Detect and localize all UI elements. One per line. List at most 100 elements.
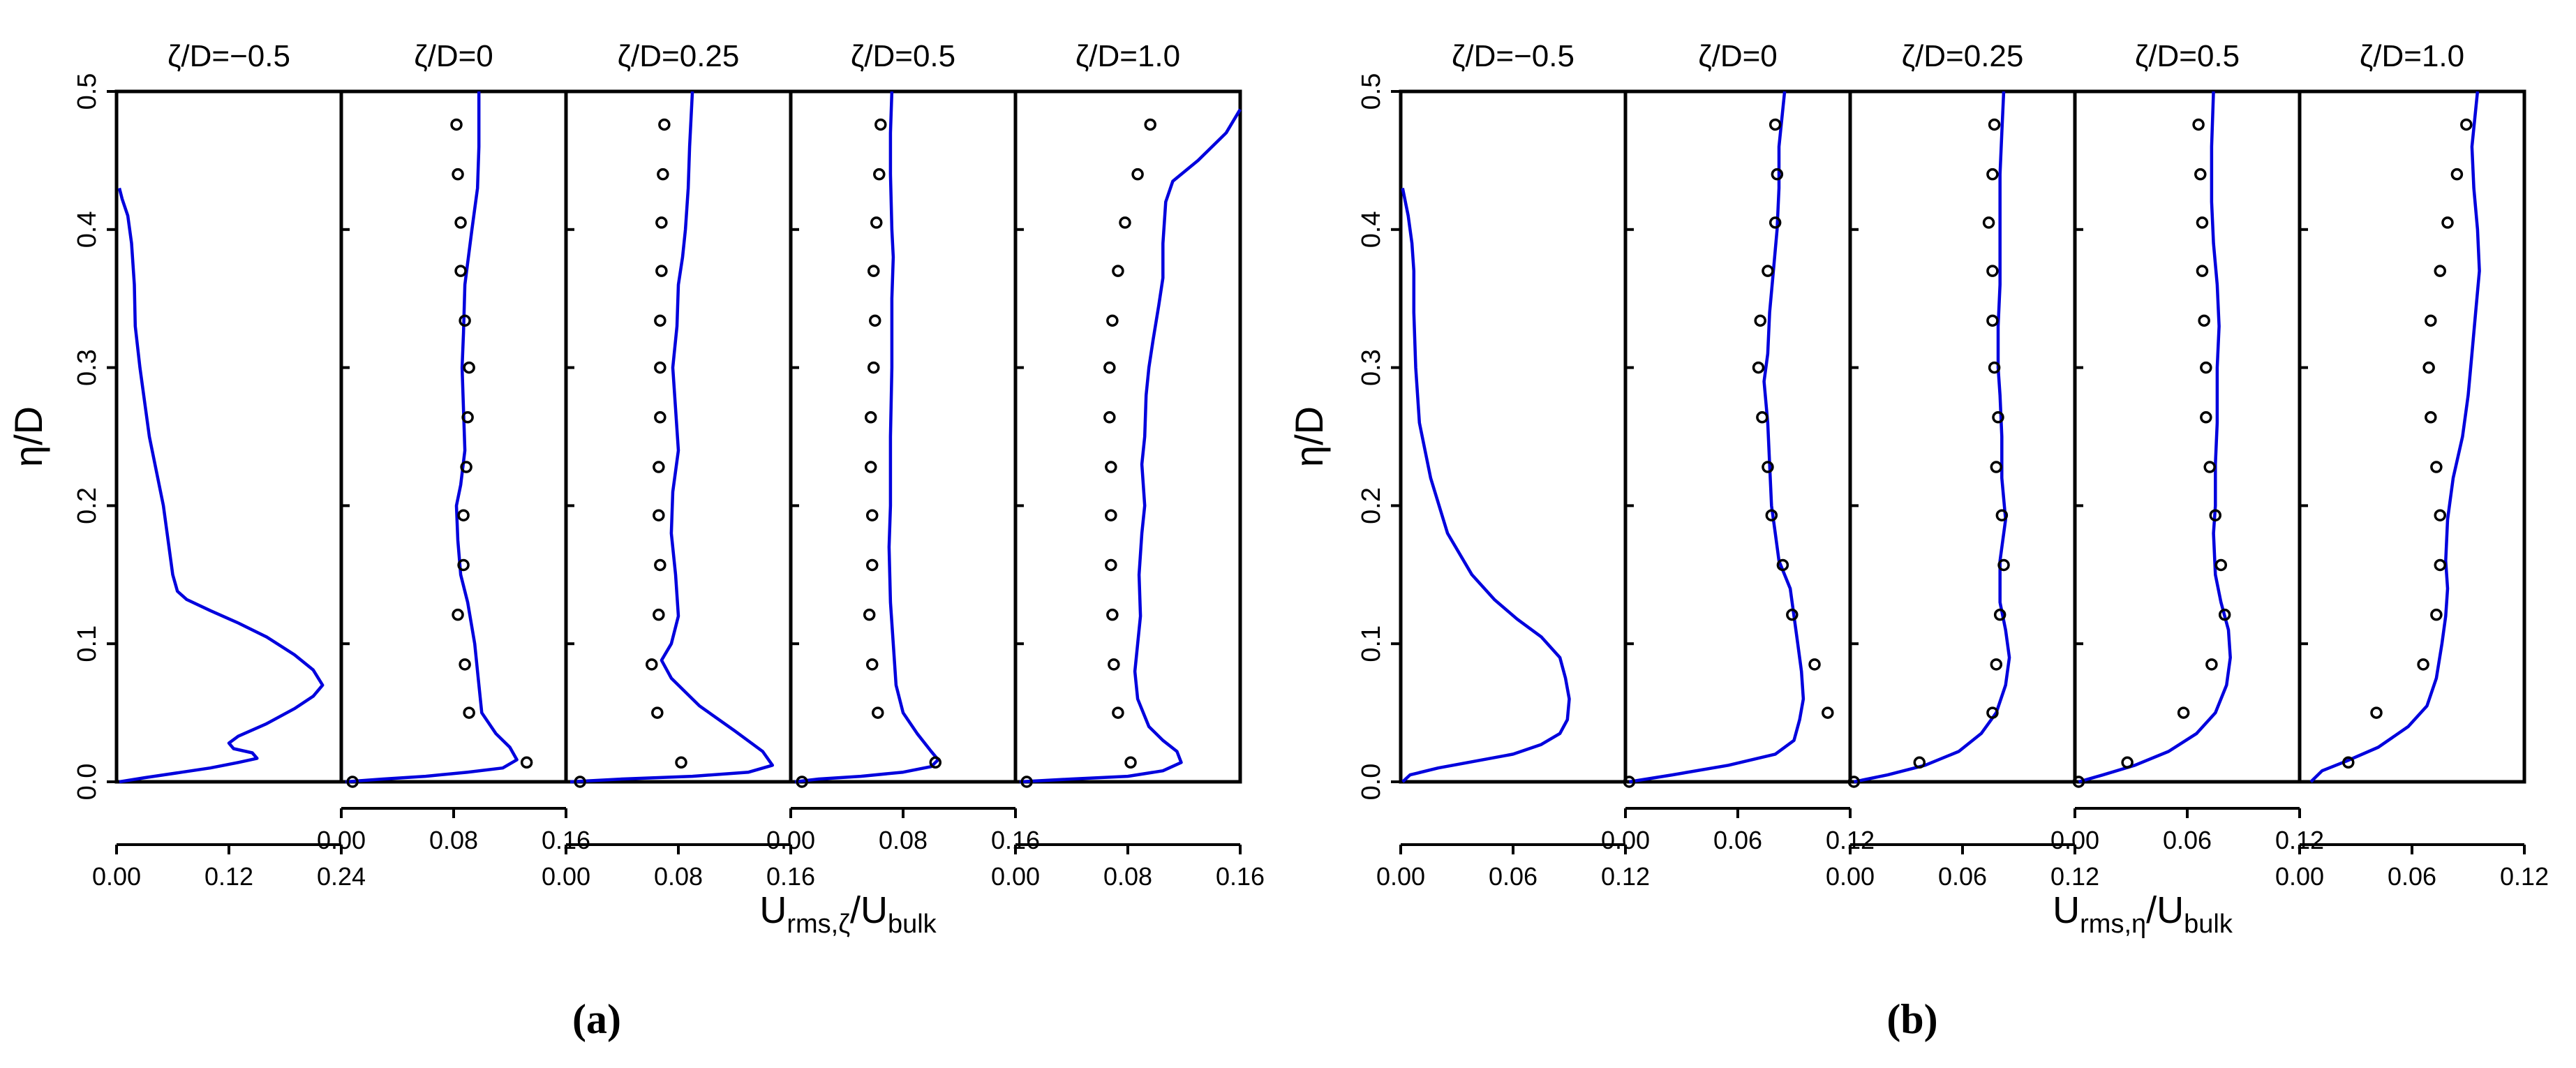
experimental-point xyxy=(463,706,475,719)
panel-title: ζ/D=−0.5 xyxy=(1452,39,1574,73)
les-profile-line xyxy=(2309,91,2481,783)
experimental-point xyxy=(2205,658,2218,671)
experimental-point xyxy=(2430,608,2443,621)
x-tick-label: 0.00 xyxy=(1826,862,1875,891)
subfigure-label: (a) xyxy=(572,996,621,1042)
panel-0: ζ/D=−0.5 0.00 0.12 0.24 xyxy=(92,39,366,891)
y-axis-label: η/D xyxy=(1287,406,1331,467)
experimental-point xyxy=(1754,314,1766,327)
y-axis-label: η/D xyxy=(6,406,50,467)
experimental-point xyxy=(1986,314,1999,327)
x-label-main: U xyxy=(759,889,787,931)
experimental-point xyxy=(1119,216,1131,229)
x-tick-label: 0.00 xyxy=(2275,862,2324,891)
experimental-point xyxy=(2214,558,2228,572)
experimental-point xyxy=(2198,314,2210,327)
experimental-point xyxy=(1808,658,1821,671)
experimental-point xyxy=(1131,168,1144,181)
experimental-point xyxy=(1105,509,1117,521)
experimental-point xyxy=(2203,461,2216,473)
experimental-point xyxy=(520,756,533,769)
panel-0: ζ/D=−0.5 0.00 0.06 0.12 xyxy=(1376,39,1650,891)
x-tick-label: 0.00 xyxy=(2050,826,2099,854)
experimental-point xyxy=(2417,658,2429,671)
x-label-sub: rms,ζ xyxy=(787,910,850,939)
experimental-point xyxy=(454,216,467,229)
panel-title: ζ/D=1.0 xyxy=(2360,39,2464,73)
panel-1: ζ/D=00.00 0.08 0.16 xyxy=(317,39,590,854)
les-profile-line xyxy=(1019,108,1242,784)
experimental-point xyxy=(869,314,881,327)
panel-3: ζ/D=0.50.00 0.06 0.12 xyxy=(2050,39,2324,854)
experimental-point xyxy=(1762,461,1774,473)
experimental-point xyxy=(2200,361,2212,374)
y-tick-label: 0.3 xyxy=(1357,349,1386,386)
experimental-point xyxy=(1106,314,1119,327)
les-profile-line xyxy=(1853,91,2011,784)
y-tick-label: 0.4 xyxy=(73,211,102,248)
x-tick-label: 0.24 xyxy=(317,862,366,891)
experimental-point xyxy=(1776,558,1789,572)
x-tick-label: 0.06 xyxy=(2388,862,2436,891)
x-label-tail-sub: bulk xyxy=(888,910,937,939)
y-tick-label: 0.1 xyxy=(73,625,102,662)
panel-2: ζ/D=0.25 0.00 0.08 0.16 xyxy=(542,39,815,891)
experimental-point xyxy=(651,706,664,719)
experimental-point xyxy=(1986,168,1999,181)
experimental-point xyxy=(1990,461,2003,473)
experimental-point xyxy=(1765,509,1778,521)
experimental-point xyxy=(1112,706,1124,719)
experimental-point xyxy=(654,558,667,572)
x-tick-label: 0.08 xyxy=(429,826,478,854)
experimental-point xyxy=(675,756,687,769)
experimental-point xyxy=(459,314,471,327)
experimental-point xyxy=(796,776,808,788)
y-tick-label: 0.0 xyxy=(1357,764,1386,801)
experimental-point xyxy=(457,509,470,521)
experimental-point xyxy=(653,608,665,621)
experimental-point xyxy=(873,168,886,181)
experimental-point xyxy=(461,411,474,424)
x-tick-label: 0.12 xyxy=(204,862,253,891)
experimental-point xyxy=(1995,509,2009,521)
y-tick-label: 0.1 xyxy=(1357,625,1386,662)
experimental-point xyxy=(872,706,884,719)
y-tick-label: 0.2 xyxy=(73,487,102,524)
x-tick-label: 0.00 xyxy=(92,862,141,891)
panel-4: ζ/D=1.0 0.00 0.08 0.16 xyxy=(991,39,1265,891)
experimental-point xyxy=(1103,411,1116,424)
panel-title: ζ/D=0.25 xyxy=(1902,39,2024,73)
experimental-point xyxy=(454,265,467,277)
experimental-point xyxy=(459,658,471,671)
experimental-point xyxy=(2121,756,2134,769)
experimental-point xyxy=(2434,509,2446,521)
x-label-tail: /U xyxy=(850,889,888,931)
x-tick-label: 0.16 xyxy=(1216,862,1265,891)
experimental-point xyxy=(655,265,668,277)
x-tick-label: 0.00 xyxy=(542,862,590,891)
experimental-point xyxy=(2430,461,2443,473)
experimental-point xyxy=(1020,776,1033,788)
panel-title: ζ/D=1.0 xyxy=(1075,39,1180,73)
experimental-point xyxy=(874,118,887,131)
experimental-point xyxy=(1993,608,2007,621)
y-tick-label: 0.5 xyxy=(1357,73,1386,110)
panel-2: ζ/D=0.25 0.00 0.06 0.12 xyxy=(1826,39,2099,891)
experimental-point xyxy=(1769,118,1782,131)
x-label-tail: /U xyxy=(2146,889,2184,931)
x-tick-label: 0.06 xyxy=(2163,826,2212,854)
experimental-point xyxy=(1623,776,1636,788)
x-tick-label: 0.12 xyxy=(2050,862,2099,891)
experimental-point xyxy=(2072,776,2085,788)
panel-title: ζ/D=−0.5 xyxy=(167,39,290,73)
panel-1: ζ/D=00.00 0.06 0.12 xyxy=(1601,39,1875,854)
experimental-point xyxy=(1762,265,1774,277)
experimental-point xyxy=(867,265,880,277)
experimental-point xyxy=(864,411,877,424)
experimental-point xyxy=(452,168,464,181)
experimental-point xyxy=(1847,776,1861,788)
experimental-point xyxy=(2200,411,2212,424)
panel-title: ζ/D=0.5 xyxy=(851,39,955,73)
experimental-point xyxy=(1986,265,1999,277)
experimental-point xyxy=(646,658,658,671)
